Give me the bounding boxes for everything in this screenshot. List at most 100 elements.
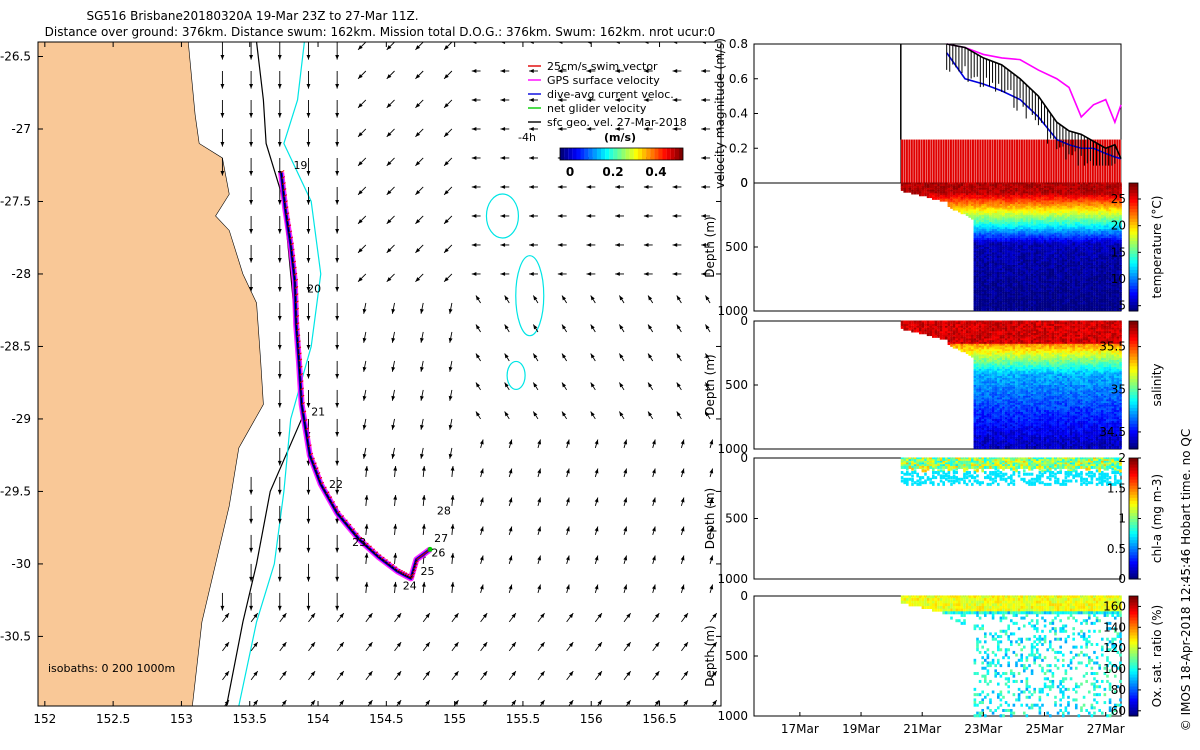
current-vector-head [568, 700, 574, 705]
profile-sample [908, 186, 912, 190]
profile-sample [978, 221, 982, 225]
current-vector-head [249, 286, 254, 292]
profile-sample [976, 247, 979, 251]
current-vector-head [386, 161, 392, 166]
profile-sample [931, 182, 935, 186]
profile-sample [976, 302, 979, 306]
swim-vector [280, 170, 285, 173]
current-vector-head [364, 465, 369, 471]
profile-sample [963, 182, 966, 186]
swim-vector [347, 523, 352, 527]
profile-sample [911, 184, 914, 188]
swim-vector [293, 272, 298, 276]
current-vector-head [676, 295, 681, 301]
current-vector-head [358, 190, 363, 195]
current-vector-head [277, 54, 282, 60]
current-vector-head [425, 642, 430, 647]
profile-sample [978, 295, 982, 299]
swim-vector [295, 315, 300, 318]
profile-sample [978, 270, 982, 274]
profile-sample [931, 189, 935, 193]
profile-sample [978, 268, 982, 272]
current-vector-head [391, 337, 396, 343]
profile-sample [973, 230, 977, 234]
profile-sample [976, 243, 979, 247]
current-vector-head [220, 141, 225, 147]
swim-vector [291, 254, 296, 258]
profile-sample [900, 182, 904, 186]
current-vector-head [335, 83, 340, 89]
profile-sample [955, 196, 958, 200]
swim-vector [299, 380, 304, 384]
current-vector-head [680, 497, 685, 503]
profile-sample [976, 209, 979, 213]
profile-sample [978, 302, 982, 306]
profile-sample [973, 232, 977, 236]
profile-sample [973, 243, 977, 247]
figure-title: SG516 Brisbane20180320A 19-Mar 23Z to 27… [86, 9, 419, 23]
current-vector-head [448, 337, 453, 343]
profile-sample [921, 189, 925, 193]
profile-sample [970, 191, 974, 195]
current-vector-head [475, 411, 481, 417]
swim-vector [331, 501, 335, 504]
map-colorbar-cell [580, 148, 585, 160]
current-vector-head [586, 98, 592, 102]
current-vector-head [508, 584, 513, 590]
current-vector-head [339, 671, 344, 676]
swim-vector [304, 418, 308, 422]
profile-sample [968, 196, 971, 200]
profile-sample [963, 202, 966, 206]
profile-sample [957, 198, 961, 202]
map-colorbar-cell [678, 148, 684, 160]
current-vector-head [362, 453, 367, 459]
profile-sample [926, 186, 930, 190]
profile-sample [978, 264, 982, 268]
profile-sample [973, 299, 977, 303]
profile-sample [976, 255, 979, 259]
current-vector-head [615, 185, 620, 189]
profile-sample [950, 182, 953, 186]
profile-sample [978, 205, 982, 209]
coastline-land [38, 42, 264, 706]
profile-sample [950, 202, 953, 206]
current-vector-head [277, 112, 282, 118]
profile-sample [976, 216, 979, 220]
profile-sample [942, 187, 945, 191]
profile-sample [965, 189, 969, 193]
profile-sample [976, 257, 979, 261]
current-vector-head [676, 353, 681, 359]
map-colorbar-cell [625, 148, 630, 160]
profile-sample [973, 204, 977, 208]
swim-vector [294, 286, 299, 289]
current-vector-head [500, 98, 506, 102]
swim-vector [289, 236, 294, 240]
current-vector-head [540, 642, 545, 647]
profile-sample [978, 277, 982, 281]
current-vector-head [643, 69, 649, 73]
profile-sample [918, 191, 922, 195]
profile-sample [981, 220, 984, 224]
profile-sample [976, 223, 979, 227]
current-vector-head [500, 156, 506, 160]
current-vector-head [597, 613, 602, 618]
profile-sample [942, 196, 945, 200]
swim-vector [291, 248, 295, 252]
profile-sample [973, 182, 977, 186]
profile-sample [978, 299, 982, 303]
profile-sample [973, 282, 977, 286]
current-vector-head [393, 523, 398, 529]
profile-sample [973, 297, 977, 301]
profile-sample [978, 304, 982, 308]
current-vector-head [415, 277, 421, 282]
swim-vector [316, 472, 321, 475]
profile-sample [981, 200, 984, 204]
profile-sample [981, 204, 984, 208]
profile-sample [968, 212, 971, 216]
profile-sample [952, 191, 956, 195]
current-vector-head [420, 366, 424, 372]
current-vector-head [557, 243, 563, 247]
current-vector-head [339, 642, 344, 647]
current-vector-head [504, 382, 509, 388]
profile-sample [973, 241, 977, 245]
